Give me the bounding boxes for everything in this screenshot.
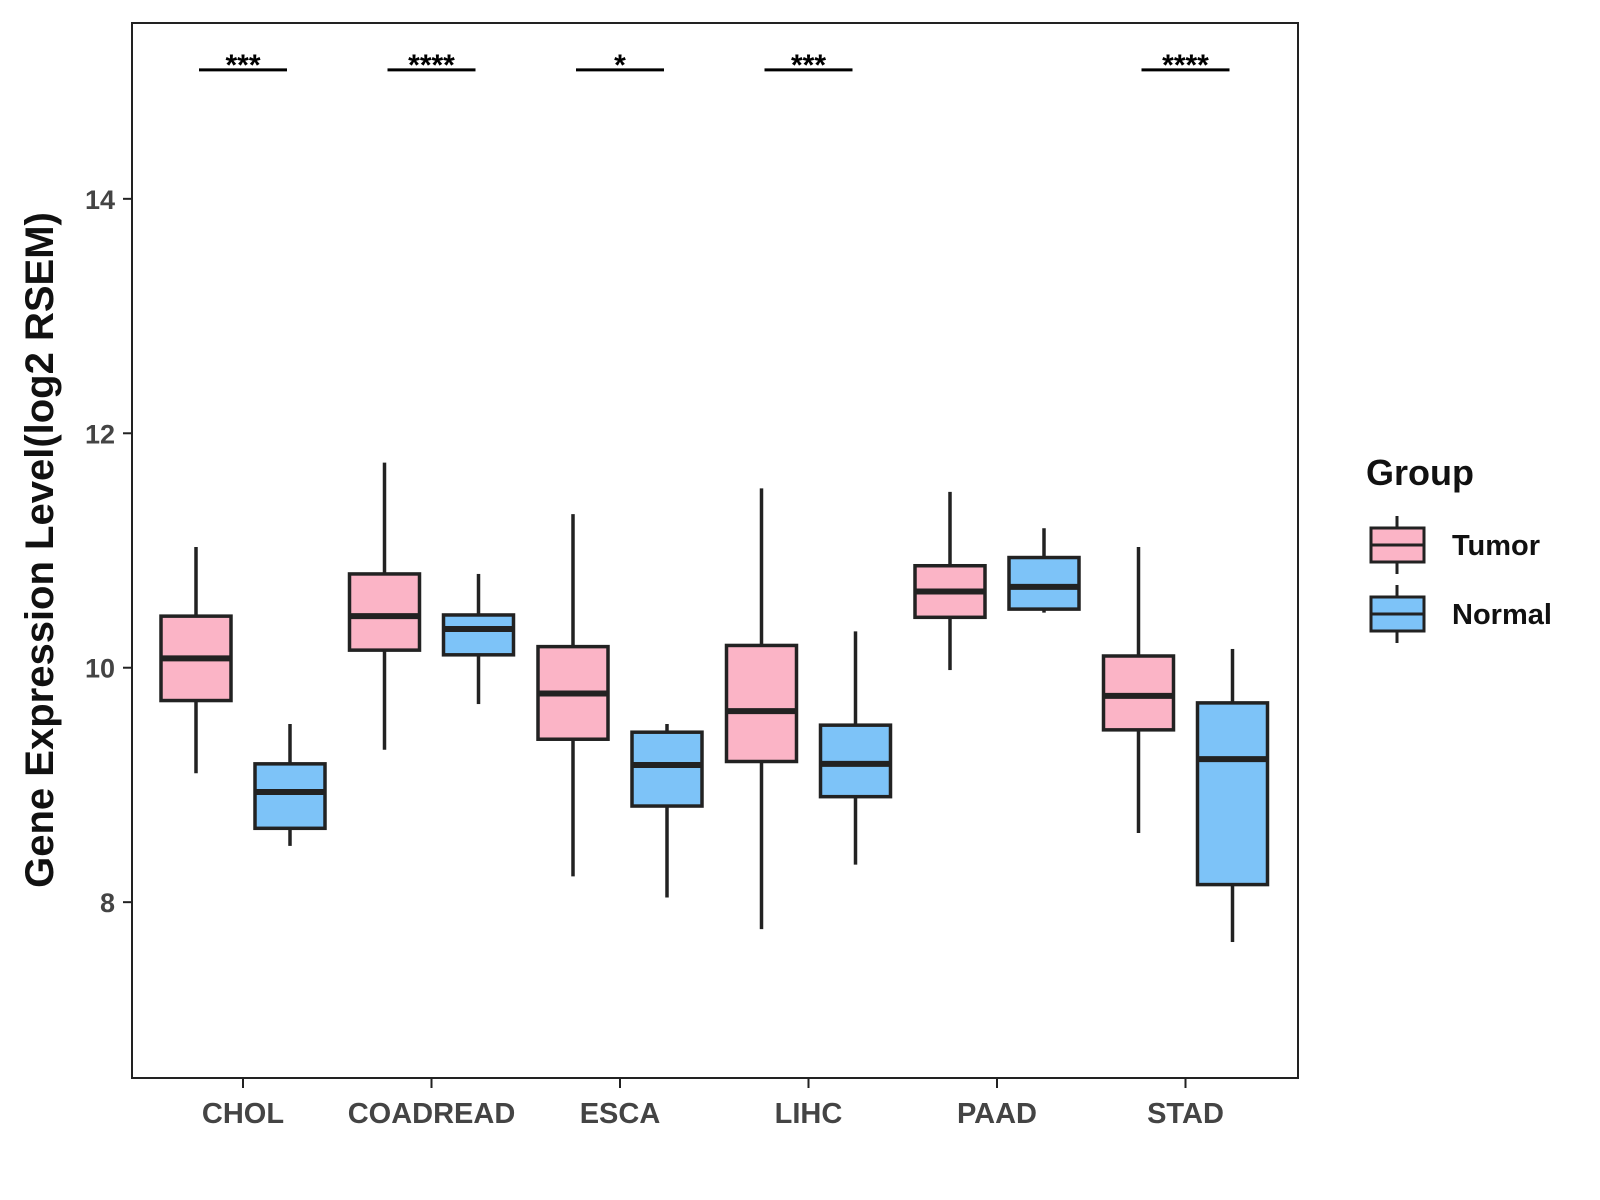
box-body	[253, 762, 327, 831]
legend: Group Tumor Normal	[1366, 452, 1552, 643]
significance-lihc: ***	[764, 49, 853, 82]
box-body	[724, 643, 799, 764]
box-tumor-coadread	[347, 462, 422, 750]
box-series	[159, 462, 1270, 943]
box-body	[630, 730, 704, 808]
box-normal-stad	[1195, 648, 1270, 943]
y-tick-label: 12	[85, 419, 115, 449]
legend-label-normal: Normal	[1452, 599, 1552, 631]
axis-ticks: 8 10 12 14 CHOL COADREAD ESCA LIHC PAAD STAD	[85, 185, 1224, 1130]
box-tumor-esca	[536, 514, 610, 877]
significance-label: ****	[408, 49, 455, 82]
significance-label: ****	[1162, 49, 1209, 82]
legend-key-normal	[1369, 585, 1426, 643]
x-tick-label: COADREAD	[348, 1098, 516, 1130]
significance-esca: *	[576, 49, 664, 82]
y-axis-title: Gene Expression Level(log2 RSEM)	[18, 212, 62, 888]
x-tick-label: STAD	[1147, 1098, 1224, 1130]
box-tumor-stad	[1101, 546, 1176, 834]
significance-label: ***	[225, 49, 260, 82]
box-normal-coadread	[441, 573, 516, 705]
legend-title: Group	[1366, 452, 1474, 493]
box-tumor-chol	[159, 546, 233, 774]
significance-chol: ***	[199, 49, 287, 82]
box-tumor-paad	[913, 491, 987, 671]
box-normal-paad	[1007, 528, 1081, 613]
box-body	[347, 572, 422, 652]
significance-coadread: ****	[387, 49, 476, 82]
significance-label: *	[614, 49, 626, 82]
significance-stad: ****	[1141, 49, 1230, 82]
plot-panel	[131, 22, 1299, 1079]
significance-annotations: *** **** * *** ****	[199, 49, 1230, 82]
y-tick-label: 10	[85, 654, 115, 684]
box-body	[1195, 701, 1270, 887]
box-normal-esca	[630, 723, 704, 898]
significance-label: ***	[791, 49, 826, 82]
box-normal-chol	[253, 723, 327, 846]
legend-label-tumor: Tumor	[1452, 530, 1540, 562]
x-tick-label: CHOL	[202, 1098, 284, 1130]
y-tick-label: 14	[85, 185, 115, 215]
box-body	[441, 613, 516, 657]
legend-key-tumor	[1369, 516, 1426, 574]
x-tick-label: ESCA	[580, 1098, 661, 1130]
legend-items: Tumor Normal	[1369, 516, 1552, 643]
x-tick-label: LIHC	[775, 1098, 843, 1130]
y-tick-label: 8	[100, 888, 115, 918]
box-tumor-lihc	[724, 488, 799, 930]
box-normal-lihc	[818, 631, 893, 865]
box-body	[1007, 555, 1081, 611]
x-tick-label: PAAD	[957, 1098, 1037, 1130]
